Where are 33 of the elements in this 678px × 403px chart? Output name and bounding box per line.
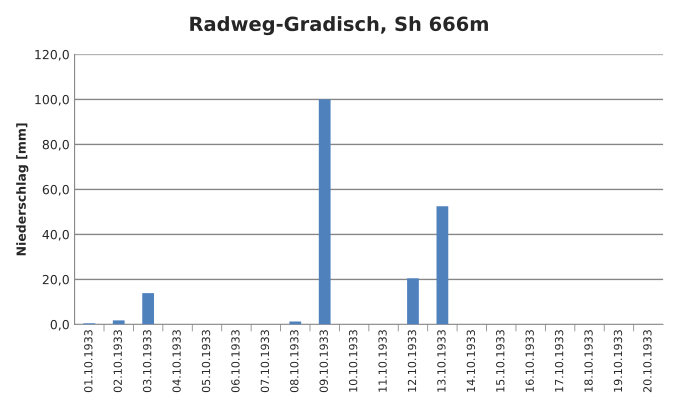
x-tick-label: 16.10.1933 — [525, 330, 534, 392]
x-tick-label: 09.10.1933 — [320, 330, 328, 392]
y-tick-label: 100,0 — [35, 94, 69, 106]
x-tick-label: 17.10.1933 — [554, 330, 564, 392]
x-tick-label: 08.10.1933 — [290, 330, 298, 392]
chart-title: Radweg-Gradisch, Sh 666m — [190, 16, 488, 36]
y-tick-label: 0,0 — [50, 320, 69, 331]
x-tick-label: 04.10.1933 — [172, 330, 181, 392]
x-tick-label: 20.10.1933 — [643, 330, 652, 392]
x-tick-label: 18.10.1933 — [584, 330, 593, 392]
x-tick-label: 07.10.1933 — [260, 330, 270, 392]
x-tick-label: 02.10.1933 — [114, 330, 122, 392]
x-tick-label: 03.10.1933 — [142, 330, 152, 392]
bar — [436, 206, 448, 324]
y-tick-label: 40,0 — [42, 230, 69, 241]
x-tick-label: 11.10.1933 — [378, 330, 387, 392]
y-tick-label: 120,0 — [35, 50, 69, 61]
y-axis-title: Niederschlag [mm] — [16, 123, 28, 256]
bar — [318, 99, 331, 324]
x-tick-label: 10.10.1933 — [348, 330, 358, 392]
x-tick-label: 19.10.1933 — [614, 330, 622, 392]
y-tick-label: 80,0 — [42, 140, 69, 151]
x-tick-label: 14.10.1933 — [466, 330, 476, 392]
x-tick-label: 01.10.1933 — [84, 330, 93, 392]
x-tick-label: 15.10.1933 — [496, 330, 504, 392]
x-tick-label: 13.10.1933 — [437, 330, 446, 392]
x-tick-label: 05.10.1933 — [202, 330, 210, 392]
bar — [407, 278, 419, 324]
bar — [142, 293, 154, 324]
x-tick-label: 06.10.1933 — [231, 330, 240, 392]
y-tick-label: 20,0 — [42, 274, 69, 286]
y-tick-label: 60,0 — [42, 184, 69, 196]
x-tick-label: 12.10.1933 — [408, 330, 416, 392]
